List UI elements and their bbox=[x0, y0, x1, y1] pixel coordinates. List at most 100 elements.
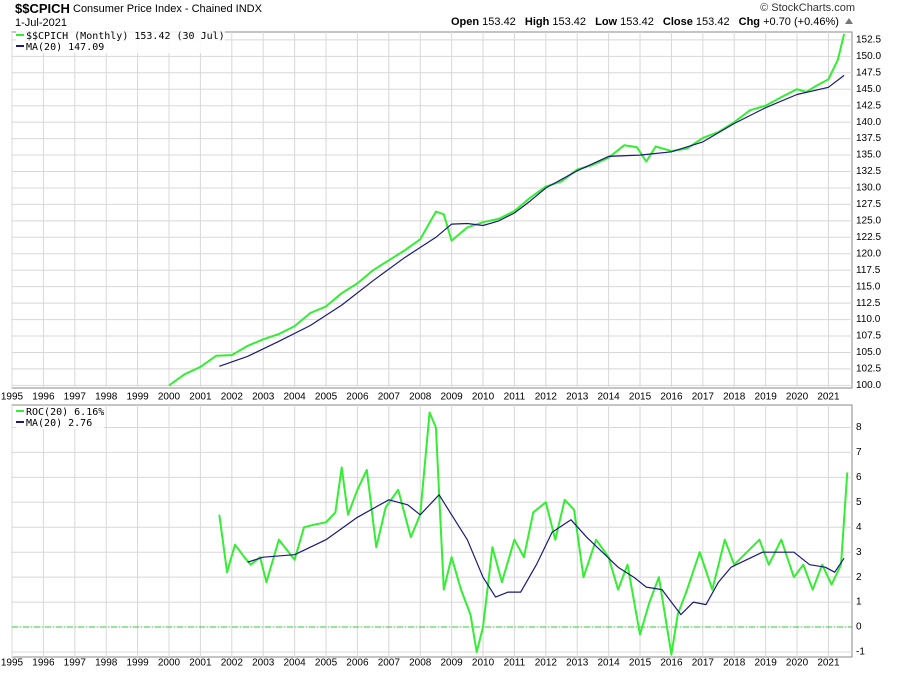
open-label: Open bbox=[450, 16, 480, 28]
price-x-tick-label: 2008 bbox=[409, 392, 432, 403]
high-label: High bbox=[524, 16, 550, 28]
price-y-tick-label: 125.0 bbox=[856, 215, 881, 226]
price-y-tick-label: 137.5 bbox=[856, 133, 881, 144]
price-y-tick-label: 135.0 bbox=[856, 150, 881, 161]
roc-legend-series: ROC(20) 6.16% bbox=[26, 407, 105, 418]
price-x-tick-label: 2020 bbox=[786, 392, 809, 403]
quote-date: 1-Jul-2021 bbox=[15, 17, 67, 29]
roc-x-tick-label: 2014 bbox=[598, 658, 621, 669]
series-swatch bbox=[16, 34, 24, 36]
price-y-tick-label: 102.5 bbox=[856, 364, 881, 375]
ma-swatch bbox=[16, 45, 24, 47]
price-legend-series: $$CPICH (Monthly) 153.42 (30 Jul) bbox=[26, 31, 225, 42]
series-swatch bbox=[16, 410, 24, 412]
roc-x-tick-label: 2002 bbox=[221, 658, 244, 669]
quote-summary: Open 153.42 High 153.42 Low 153.42 Close… bbox=[451, 16, 853, 28]
roc-x-tick-label: 2009 bbox=[441, 658, 464, 669]
roc-x-tick-label: 2003 bbox=[252, 658, 275, 669]
ma-swatch bbox=[16, 421, 24, 423]
price-x-tick-label: 2014 bbox=[598, 392, 621, 403]
roc-x-tick-label: 1997 bbox=[64, 658, 87, 669]
price-y-tick-label: 120.0 bbox=[856, 248, 881, 259]
price-x-tick-label: 2000 bbox=[158, 392, 181, 403]
close-label: Close bbox=[662, 16, 693, 28]
price-ma-line bbox=[219, 74, 845, 367]
chart-header: $$CPICH Consumer Price Index - Chained I… bbox=[0, 0, 900, 30]
roc-y-tick-label: 7 bbox=[856, 447, 862, 458]
roc-y-tick-label: 6 bbox=[856, 472, 862, 483]
price-y-tick-label: 107.5 bbox=[856, 331, 881, 342]
roc-y-tick-label: 5 bbox=[856, 497, 862, 508]
roc-x-tick-label: 2004 bbox=[283, 658, 306, 669]
roc-x-tick-label: 2008 bbox=[409, 658, 432, 669]
roc-x-tick-label: 2005 bbox=[315, 658, 338, 669]
price-y-tick-label: 150.0 bbox=[856, 51, 881, 62]
price-x-tick-label: 2003 bbox=[252, 392, 275, 403]
price-y-tick-label: 117.5 bbox=[856, 265, 881, 276]
price-x-tick-label: 2018 bbox=[723, 392, 746, 403]
price-plot-frame bbox=[11, 31, 853, 389]
price-y-tick-label: 127.5 bbox=[856, 199, 881, 210]
low-label: Low bbox=[595, 16, 618, 28]
price-x-tick-label: 2017 bbox=[692, 392, 715, 403]
roc-y-tick-label: 8 bbox=[856, 422, 862, 433]
roc-x-tick-label: 2015 bbox=[629, 658, 652, 669]
roc-x-tick-label: 2013 bbox=[566, 658, 589, 669]
chg-label: Chg bbox=[738, 16, 761, 28]
price-x-tick-label: 1999 bbox=[126, 392, 149, 403]
price-x-tick-label: 2013 bbox=[566, 392, 589, 403]
roc-legend-ma: MA(20) 2.76 bbox=[26, 418, 93, 429]
price-x-tick-label: 1995 bbox=[1, 392, 24, 403]
roc-ma-line bbox=[247, 494, 845, 616]
roc-x-tick-label: 2020 bbox=[786, 658, 809, 669]
roc-y-tick-label: -1 bbox=[856, 647, 865, 658]
price-x-tick-label: 2002 bbox=[221, 392, 244, 403]
close-value: 153.42 bbox=[695, 16, 730, 28]
price-x-tick-label: 2012 bbox=[535, 392, 558, 403]
price-x-tick-label: 2010 bbox=[472, 392, 495, 403]
roc-x-tick-label: 2010 bbox=[472, 658, 495, 669]
price-y-tick-label: 110.0 bbox=[856, 314, 881, 325]
roc-x-tick-label: 2001 bbox=[189, 658, 212, 669]
price-x-tick-label: 1997 bbox=[64, 392, 87, 403]
price-x-tick-label: 2021 bbox=[817, 392, 840, 403]
roc-y-tick-label: 3 bbox=[856, 547, 862, 558]
roc-y-tick-label: 2 bbox=[856, 572, 862, 583]
price-y-tick-label: 105.0 bbox=[856, 347, 881, 358]
price-legend-ma: MA(20) 147.09 bbox=[26, 42, 105, 53]
roc-x-tick-label: 2012 bbox=[535, 658, 558, 669]
price-x-tick-label: 2001 bbox=[189, 392, 212, 403]
roc-x-tick-label: 1996 bbox=[32, 658, 55, 669]
roc-x-tick-label: 1999 bbox=[126, 658, 149, 669]
price-x-tick-label: 2004 bbox=[283, 392, 306, 403]
price-y-tick-label: 152.5 bbox=[856, 35, 881, 46]
roc-x-tick-label: 2007 bbox=[378, 658, 401, 669]
roc-legend: ROC(20) 6.16% MA(20) 2.76 bbox=[16, 407, 105, 429]
roc-plot-frame bbox=[11, 404, 853, 658]
price-x-tick-label: 2005 bbox=[315, 392, 338, 403]
chg-value: +0.70 (+0.46%) bbox=[763, 16, 839, 28]
price-x-tick-label: 2007 bbox=[378, 392, 401, 403]
symbol-description: Consumer Price Index - Chained INDX bbox=[73, 3, 262, 15]
price-y-tick-label: 145.0 bbox=[856, 84, 881, 95]
roc-series-line bbox=[218, 411, 849, 656]
price-y-tick-label: 147.5 bbox=[856, 67, 881, 78]
price-y-tick-label: 130.0 bbox=[856, 183, 881, 194]
roc-y-tick-label: 1 bbox=[856, 597, 862, 608]
price-x-tick-label: 1998 bbox=[95, 392, 118, 403]
roc-y-tick-label: 0 bbox=[856, 622, 862, 633]
brand-label: © StockCharts.com bbox=[760, 2, 855, 14]
price-y-tick-label: 100.0 bbox=[856, 380, 881, 391]
price-y-tick-label: 140.0 bbox=[856, 117, 881, 128]
roc-x-tick-label: 2019 bbox=[755, 658, 778, 669]
price-y-tick-label: 142.5 bbox=[856, 100, 881, 111]
price-x-tick-label: 2019 bbox=[755, 392, 778, 403]
roc-x-tick-label: 1995 bbox=[1, 658, 24, 669]
roc-y-tick-label: 4 bbox=[856, 522, 862, 533]
high-value: 153.42 bbox=[552, 16, 587, 28]
price-x-tick-label: 2015 bbox=[629, 392, 652, 403]
roc-x-tick-label: 2021 bbox=[817, 658, 840, 669]
roc-x-tick-label: 2017 bbox=[692, 658, 715, 669]
price-x-tick-label: 2006 bbox=[346, 392, 369, 403]
